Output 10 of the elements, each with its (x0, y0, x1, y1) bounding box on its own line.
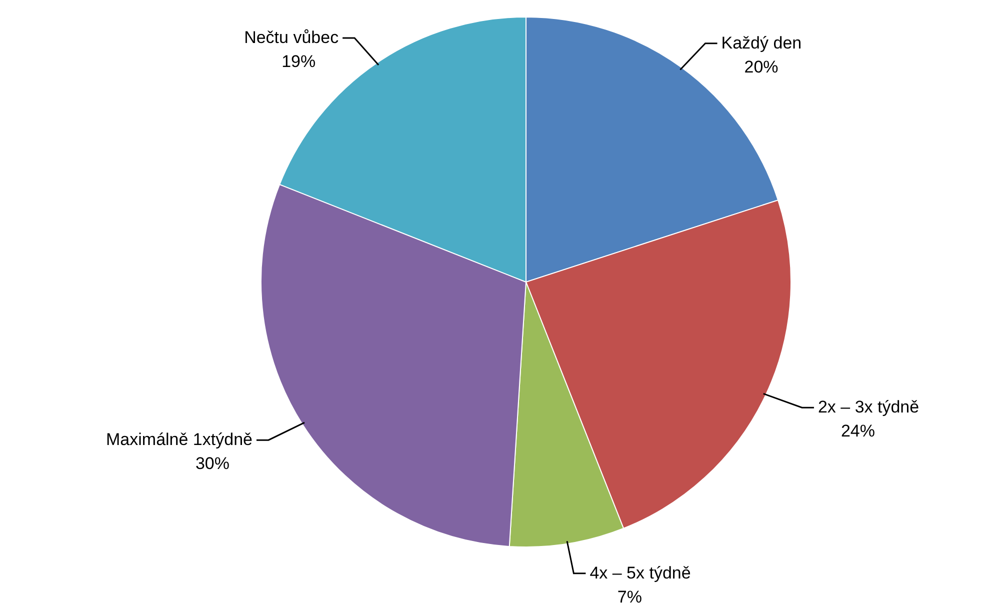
slice-label: Maximálně 1xtýdně (106, 430, 252, 450)
slice-label: 4x – 5x týdně (590, 563, 691, 582)
data-label: 20% (744, 57, 778, 76)
data-label: 24% (840, 422, 875, 441)
data-label: 19% (282, 52, 316, 72)
slice-label: 2x – 3x týdně (818, 398, 920, 417)
slice-label: Každý den (721, 33, 802, 52)
data-label: 30% (195, 454, 230, 474)
slice-label: Nečtu vůbec (244, 28, 340, 48)
data-label: 7% (617, 587, 642, 603)
